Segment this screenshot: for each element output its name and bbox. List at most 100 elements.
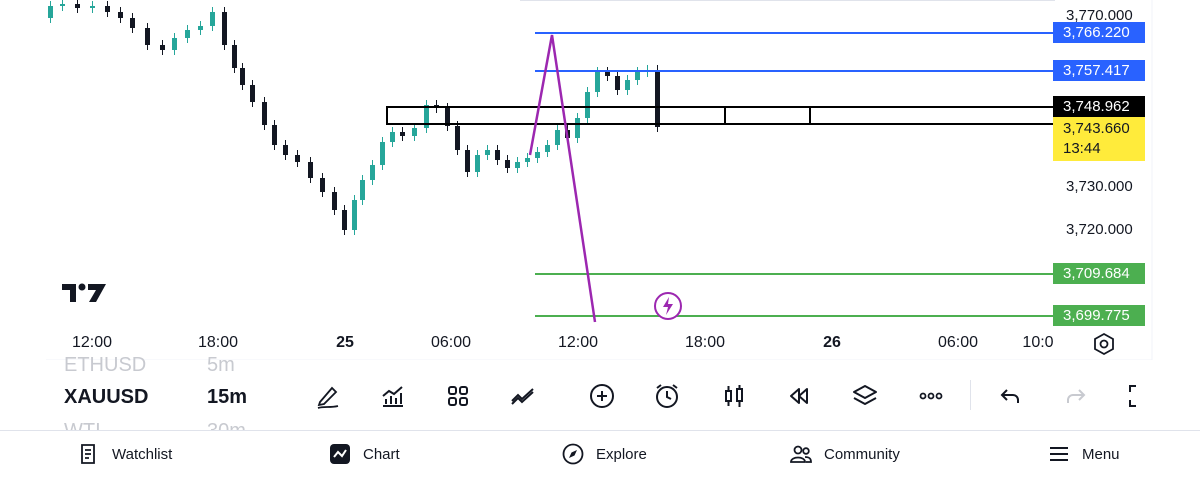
candle-body (445, 108, 450, 126)
candle-body (172, 38, 177, 50)
add-icon (590, 384, 614, 408)
candle-body (424, 105, 429, 128)
bar-countdown: 13:44 (1063, 140, 1101, 157)
symbol-current[interactable]: XAUUSD (64, 386, 149, 408)
candle-body (455, 126, 460, 150)
nav-watchlist-label: Watchlist (112, 445, 173, 463)
pencil-button[interactable] (312, 380, 344, 412)
replay-icon (790, 388, 808, 404)
candle-body (360, 180, 365, 200)
nav-explore-label: Explore (596, 445, 647, 463)
time-tick: 06:00 (937, 334, 979, 351)
price-label-upper-green[interactable]: 3,709.684 (1053, 263, 1145, 284)
candle-body (380, 142, 385, 165)
redo-button[interactable] (1060, 380, 1092, 412)
nav-menu[interactable]: Menu (1048, 431, 1120, 477)
candle-body (198, 26, 203, 30)
nav-explore[interactable]: Explore (562, 431, 647, 477)
alert-button[interactable] (651, 380, 683, 412)
nav-watchlist[interactable]: Watchlist (78, 431, 172, 477)
candle-body (412, 128, 417, 136)
tradingview-logo (62, 283, 106, 302)
alert-bolt-icon[interactable] (653, 291, 683, 321)
zone-box (386, 106, 1056, 125)
candle-body (332, 192, 337, 210)
candle-body (272, 125, 277, 145)
time-tick: 06:00 (430, 334, 472, 351)
price-label-lower-blue[interactable]: 3,757.417 (1053, 60, 1145, 81)
nav-chart-label: Chart (363, 445, 400, 463)
templates-button[interactable] (442, 380, 474, 412)
candle-body (320, 178, 325, 192)
candle-body (60, 4, 65, 6)
price-label-lower-green[interactable]: 3,699.775 (1053, 305, 1145, 326)
candle-body (342, 210, 347, 230)
nav-community[interactable]: Community (790, 431, 900, 477)
time-tick: 25 (336, 334, 354, 351)
candle-body (160, 45, 165, 50)
candle-body (210, 12, 215, 26)
interval-current[interactable]: 15m (207, 386, 248, 408)
candle-body (505, 160, 510, 168)
price-label-upper-blue[interactable]: 3,766.220 (1053, 22, 1145, 43)
fullscreen-button[interactable] (1124, 380, 1156, 412)
candle-body (625, 80, 630, 90)
candle-body (48, 6, 53, 18)
candle-body (615, 76, 620, 90)
interval-prev[interactable]: 5m (207, 354, 235, 376)
candle-body (575, 118, 580, 138)
layers-icon (853, 385, 877, 405)
candle-body (655, 70, 660, 127)
candle-body (222, 12, 227, 45)
candle-body (635, 72, 640, 80)
candle-body (370, 165, 375, 180)
redo-icon (1067, 389, 1086, 403)
time-tick: 12:00 (557, 334, 599, 351)
time-tick: 18:00 (684, 334, 726, 351)
indicators-button[interactable] (377, 380, 409, 412)
candle-body (525, 158, 530, 162)
bar-style-icon (725, 385, 743, 407)
add-button[interactable] (586, 380, 618, 412)
candle-body (295, 155, 300, 162)
candle-body (130, 18, 135, 28)
candle-body (545, 145, 550, 152)
nav-menu-label: Menu (1082, 445, 1120, 463)
drawings-icon (511, 388, 534, 405)
chart-icon (330, 444, 350, 464)
axis-price-3730: 3,730.000 (1066, 178, 1133, 195)
templates-icon (448, 386, 468, 406)
candle-body (535, 152, 540, 158)
watchlist-icon (81, 444, 95, 464)
bar-style-button[interactable] (718, 380, 750, 412)
settings-hexagon-icon[interactable] (1092, 332, 1116, 356)
undo-icon (1000, 389, 1019, 403)
nav-chart[interactable]: Chart (329, 431, 400, 477)
alert-icon (656, 384, 678, 408)
candle-body (585, 92, 590, 118)
current-price-label: 3,743.660 13:44 (1053, 117, 1145, 161)
layers-button[interactable] (849, 380, 881, 412)
axis-price-3720: 3,720.000 (1066, 221, 1133, 238)
nav-community-label: Community (824, 445, 900, 463)
compass-icon (562, 443, 584, 465)
price-chart[interactable] (0, 0, 1200, 360)
time-tick: 26 (823, 334, 841, 351)
candle-body (465, 150, 470, 172)
replay-button[interactable] (783, 380, 815, 412)
symbol-prev[interactable]: ETHUSD (64, 354, 147, 376)
indicators-icon (382, 386, 403, 407)
price-label-black[interactable]: 3,748.962 (1053, 96, 1145, 117)
candle-body (90, 6, 95, 8)
candle-body (185, 30, 190, 38)
zone-box-inner (724, 106, 811, 125)
undo-button[interactable] (994, 380, 1026, 412)
candle-body (75, 4, 80, 8)
more-icon (919, 392, 943, 400)
candle-body (485, 150, 490, 155)
current-price-value: 3,743.660 (1063, 120, 1130, 137)
chart-area[interactable]: 3,770.000 3,730.000 3,720.000 3,766.220 … (0, 0, 1200, 360)
drawings-button[interactable] (507, 380, 539, 412)
more-button[interactable] (915, 380, 947, 412)
candle-body (283, 145, 288, 155)
